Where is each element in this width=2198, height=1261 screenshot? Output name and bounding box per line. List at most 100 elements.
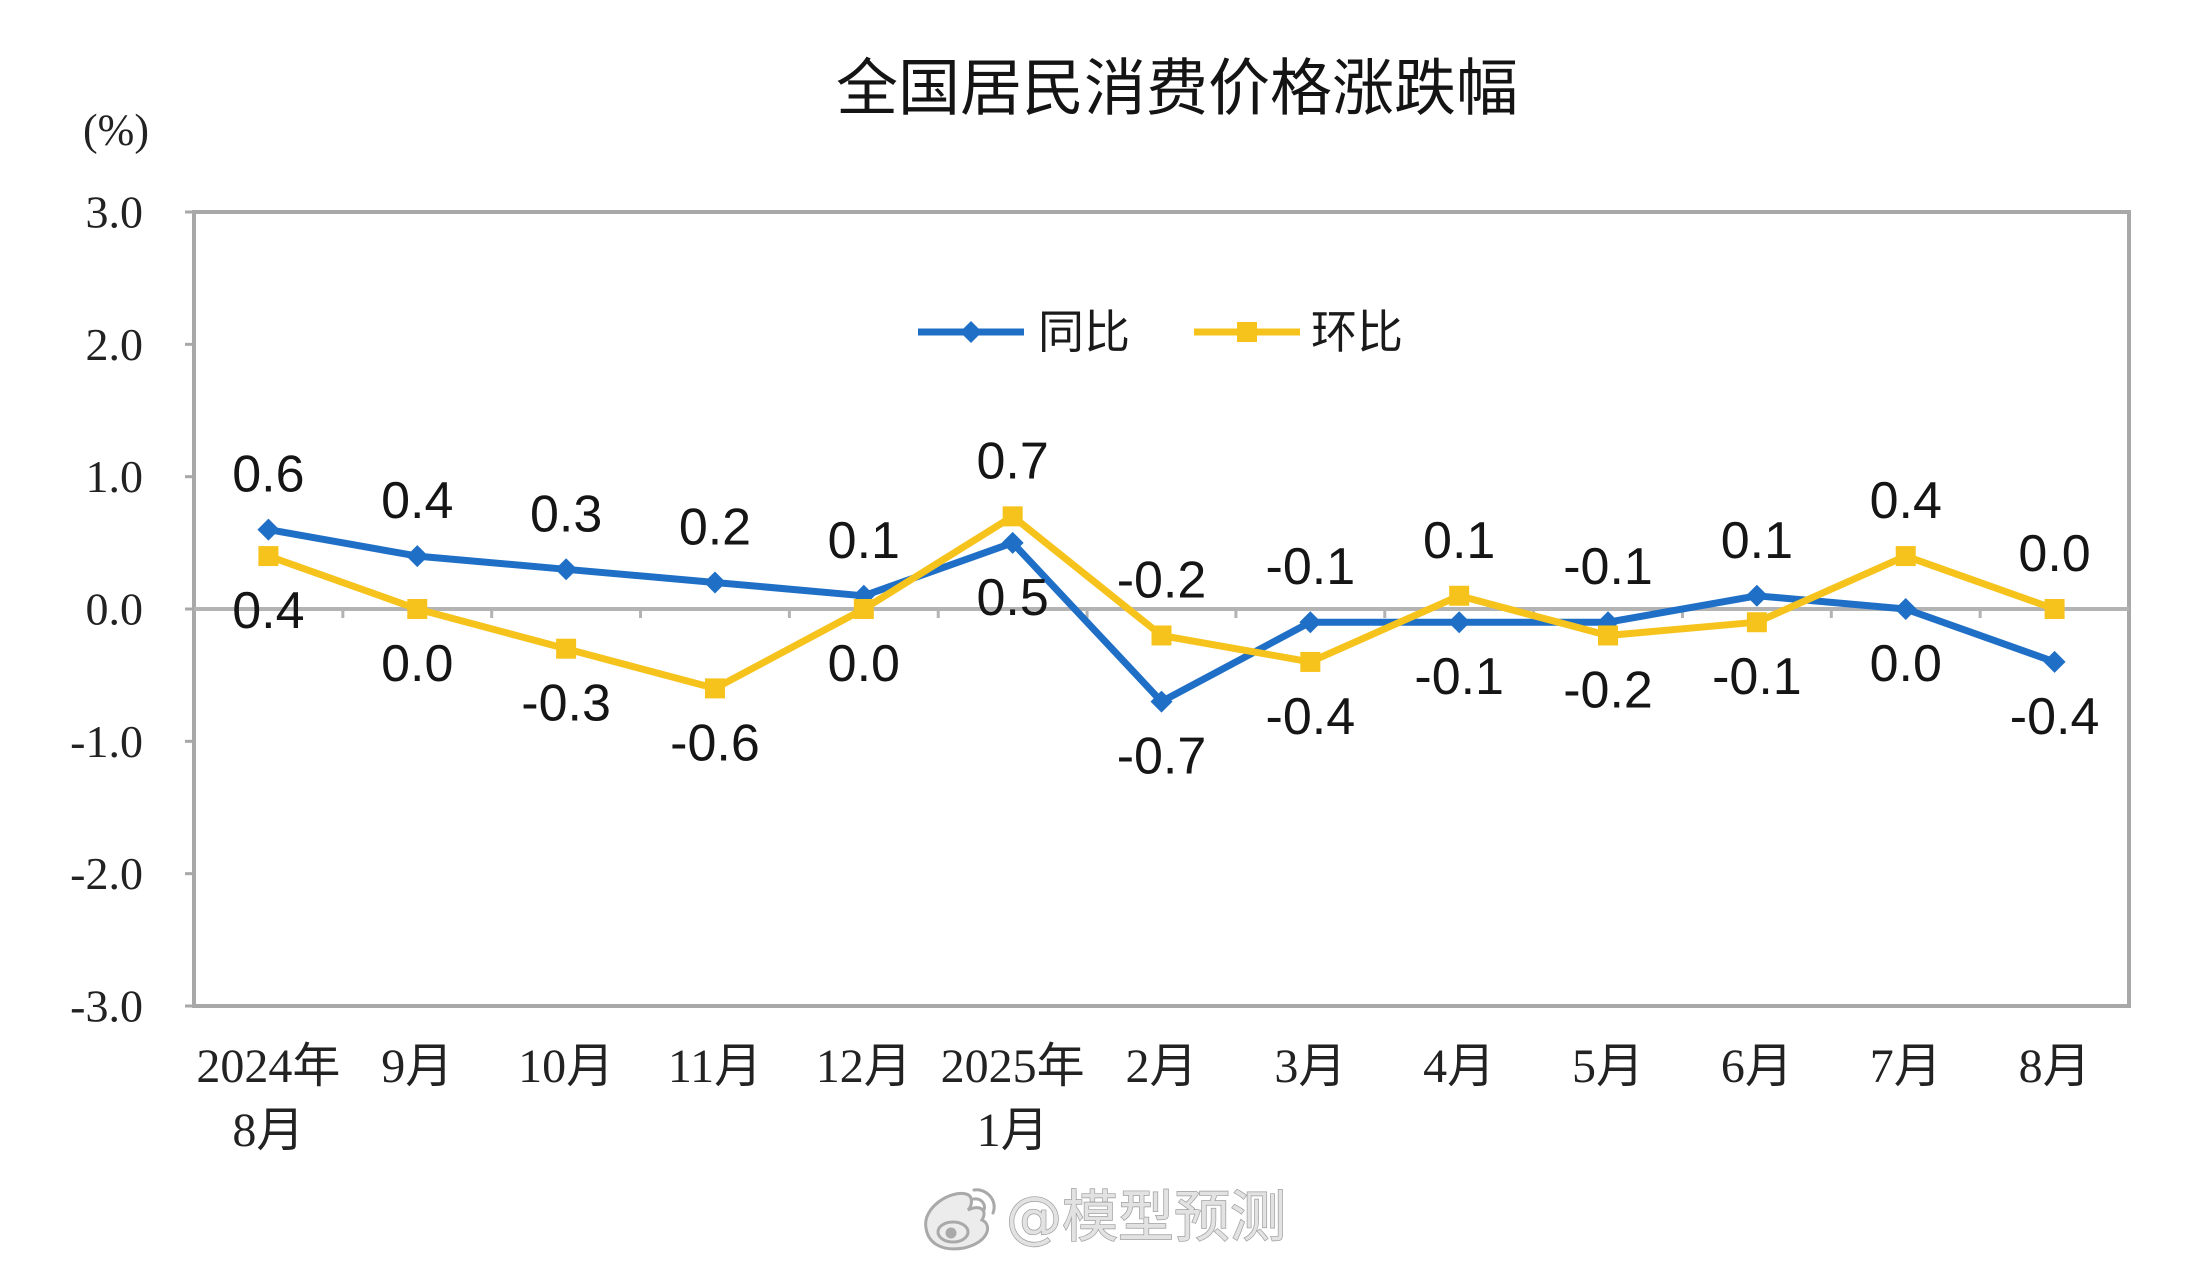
mom-marker [1449,585,1470,606]
y-tick-label: -3.0 [70,981,143,1032]
mom-data-label: -0.2 [1563,661,1653,719]
x-tick-label-line: 2024年 [196,1040,340,1093]
x-tick-label-line: 2月 [1125,1040,1197,1093]
legend-label: 同比 [1038,305,1130,359]
yoy-marker [2043,650,2066,673]
yoy-data-label: 0.1 [828,512,900,570]
yoy-marker [555,558,578,581]
x-tick-label-line: 8月 [2019,1040,2091,1093]
x-tick-label-line: 9月 [381,1040,453,1093]
yoy-data-label: 0.0 [1870,635,1942,693]
y-tick-label: 0.0 [86,584,144,635]
legend-label: 环比 [1311,305,1403,359]
x-tick-label-line: 7月 [1870,1040,1942,1093]
mom-data-label: 0.7 [977,432,1049,490]
x-tick-label-line: 6月 [1721,1040,1793,1093]
x-tick-label-line: 2025年 [941,1040,1085,1093]
x-tick-label: 2025年 1月 [941,1040,1085,1157]
x-tick-label: 12月 [816,1040,912,1093]
x-tick-label-line: 3月 [1274,1040,1346,1093]
x-tick-label: 11月 [668,1040,762,1093]
yoy-marker [1150,690,1173,713]
yoy-data-label: 0.4 [381,472,453,530]
yoy-marker [1448,611,1471,634]
mom-marker [2044,599,2065,619]
x-tick-label: 3月 [1274,1040,1346,1093]
x-tick-label-line: 8月 [232,1104,304,1157]
x-tick-label-line: 1月 [977,1104,1049,1157]
x-tick-label: 6月 [1721,1040,1793,1093]
mom-marker [1151,625,1172,646]
mom-marker [1598,625,1619,646]
mom-data-label: 0.4 [1870,472,1942,530]
watermark-text: @模型预测 [1006,1186,1286,1251]
yoy-data-label: -0.4 [2010,688,2100,746]
legend-marker [960,321,982,343]
yoy-data-label: -0.7 [1117,728,1207,786]
yoy-marker [1001,531,1024,554]
yoy-data-label: 0.6 [232,446,304,504]
mom-marker [853,599,874,619]
legend-item-mom: 环比 [1194,305,1403,359]
yoy-data-label: -0.1 [1563,538,1653,596]
x-tick-label: 2024年 8月 [196,1040,340,1157]
yoy-data-label: -0.1 [1266,538,1356,596]
y-tick-label: -2.0 [70,848,143,899]
x-tick-label-line: 11月 [668,1040,762,1093]
x-tick-label: 8月 [2019,1040,2091,1093]
legend: 同比 环比 [918,305,1403,359]
mom-data-label: -0.6 [670,714,760,772]
legend-marker [1237,322,1257,342]
y-tick-label: 1.0 [86,451,144,502]
chart-title: 全国居民消费价格涨跌幅 [836,52,1518,125]
yoy-marker [1894,598,1917,620]
yoy-data-label: 0.3 [530,485,602,543]
mom-marker [1895,546,1916,567]
x-tick-label-line: 10月 [518,1040,614,1093]
mom-marker [704,678,725,699]
yoy-marker [1299,611,1322,634]
x-tick-label: 4月 [1423,1040,1495,1093]
series-layer [257,506,2066,713]
x-tick-label: 5月 [1572,1040,1644,1093]
x-tick-label: 2月 [1125,1040,1197,1093]
yoy-data-label: 0.2 [679,499,751,557]
x-tick-label: 9月 [381,1040,453,1093]
yoy-data-label: 0.1 [1721,512,1793,570]
mom-marker [556,638,577,659]
x-tick-label-line: 12月 [816,1040,912,1093]
yoy-marker [257,518,280,541]
x-tick-label: 10月 [518,1040,614,1093]
mom-data-label: 0.0 [381,635,453,693]
x-tick-label-line: 5月 [1572,1040,1644,1093]
mom-marker [1746,612,1767,633]
y-tick-label: -1.0 [70,716,143,767]
yoy-marker [406,545,429,568]
y-tick-label: 3.0 [86,187,144,238]
x-tick-label: 7月 [1870,1040,1942,1093]
mom-marker [407,599,428,619]
weibo-logo-icon [924,1188,996,1251]
mom-series [258,506,2065,699]
y-axis: 3.0 2.0 1.0 0.0 -1.0 -2.0 -3.0 [70,187,194,1032]
y-axis-unit: (%) [83,106,149,155]
yoy-marker [1745,584,1768,607]
yoy-data-label: 0.5 [977,569,1049,627]
yoy-series [257,518,2066,713]
mom-marker [1300,651,1321,672]
mom-data-label: -0.3 [521,675,611,733]
mom-data-label: 0.4 [232,582,304,640]
y-tick-label: 2.0 [86,319,144,370]
legend-item-yoy: 同比 [918,305,1130,359]
mom-marker [1002,506,1023,527]
mom-data-label: 0.0 [2018,525,2090,583]
watermark: @模型预测 [924,1185,1287,1251]
mom-marker [258,546,279,567]
mom-data-label: -0.1 [1712,648,1802,706]
yoy-data-label: -0.1 [1414,648,1504,706]
x-axis: 2024年 8月 9月 10月 11月 12月 2025年 1月 2月 3月 4月 5月 6月 7月 8月 [194,607,2129,1157]
mom-data-label: -0.4 [1266,688,1356,746]
x-tick-label-line: 4月 [1423,1040,1495,1093]
mom-data-label: -0.2 [1117,551,1207,609]
